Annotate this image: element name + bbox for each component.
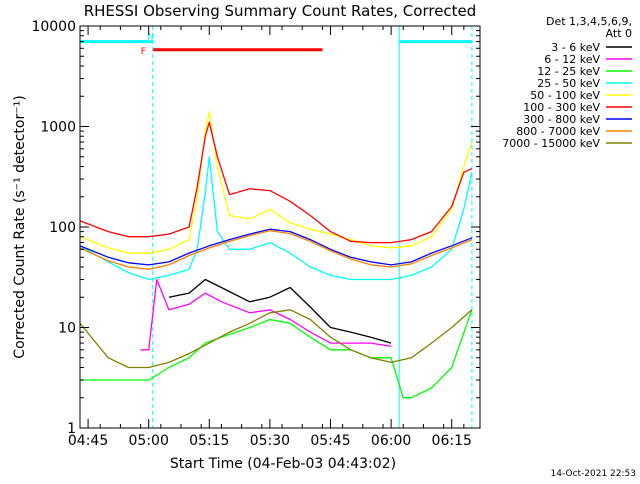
y-axis-label: Corrected Count Rate (s⁻¹ detector⁻¹) [12,95,28,358]
flags-layer: NF [80,33,472,57]
x-tick-label: 05:15 [189,433,229,449]
legend-label: 100 - 300 keV [523,101,600,114]
legend-label: 800 - 7000 keV [516,125,600,138]
series-layer [79,111,473,399]
legend-label: 12 - 25 keV [537,65,600,78]
y-tick-label: 1 [67,421,76,437]
x-tick-label: 06:15 [432,433,472,449]
series-line-3-6-kev [168,278,392,344]
legend-label: 25 - 50 keV [537,77,600,90]
series-line-12-25-kev [80,309,473,399]
flag-label-f: F [141,47,146,57]
x-tick-label: 04:45 [68,433,108,449]
x-axis-label: Start Time (04-Feb-03 04:43:02) [170,456,396,472]
series-line-100-300-kev [79,121,473,244]
legend-label: 7000 - 15000 keV [502,137,600,150]
legend-header-line: Att 0 [606,27,632,40]
y-tick-label: 100 [49,220,76,236]
y-tick-label: 1000 [40,120,76,136]
chart-title: RHESSI Observing Summary Count Rates, Co… [84,2,477,20]
series-line-6-12-kev [140,278,392,351]
legend-label: 3 - 6 keV [551,41,600,54]
legend-header-line: Det 1,3,4,5,6,9, [546,15,632,28]
series-line-7000-15000-kev [79,309,473,369]
y-tick-label: 10000 [31,19,76,35]
flag-label-n: N [147,33,154,43]
x-tick-label: 05:45 [310,433,350,449]
series-line-25-50-kev [79,156,473,281]
x-tick-label: 05:30 [250,433,290,449]
y-tick-label: 10 [58,321,76,337]
legend-label: 6 - 12 keV [544,53,600,66]
legend-label: 300 - 800 keV [523,113,600,126]
x-tick-label: 06:00 [371,433,411,449]
footer-timestamp: 14-Oct-2021 22:53 [551,469,636,479]
x-tick-label: 05:00 [129,433,169,449]
axes-layer: 04:45 05:00 05:15 05:30 05:45 06:00 06:15 1 10 10… [31,19,480,449]
series-line-800-7000-kev [79,229,473,270]
series-line-50-100-kev [79,111,473,254]
legend-label: 50 - 100 keV [530,89,600,102]
series-line-300-800-kev [79,228,473,266]
